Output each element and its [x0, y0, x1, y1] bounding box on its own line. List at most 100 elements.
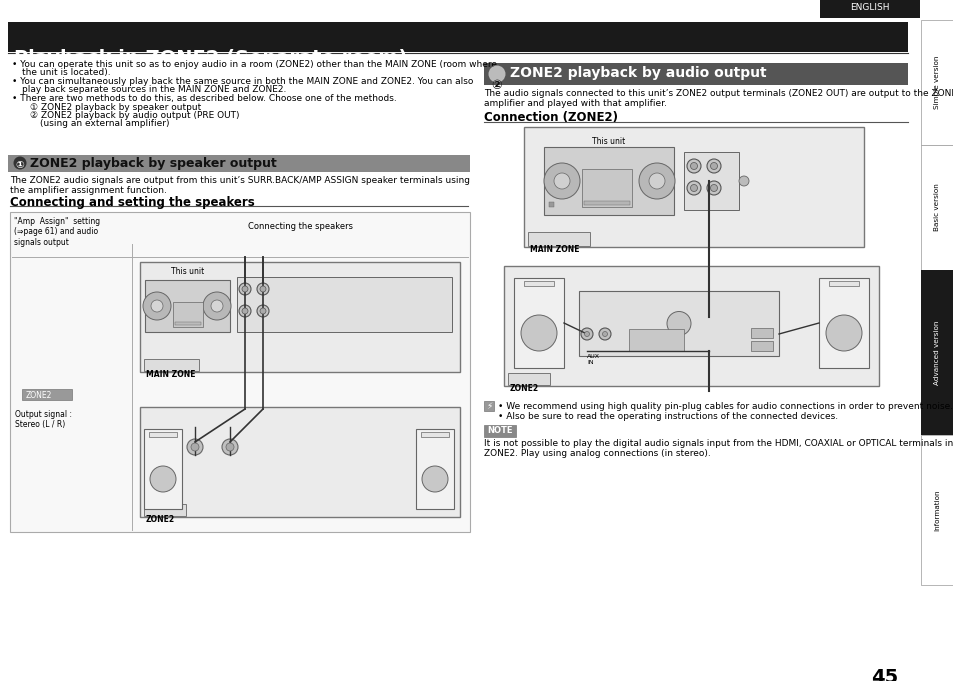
Circle shape	[239, 283, 251, 295]
Bar	[920, 270, 953, 435]
Bar	[820, 0, 919, 18]
Text: Basic version: Basic version	[933, 184, 939, 232]
Bar	[583, 201, 629, 205]
Bar	[174, 322, 201, 325]
Circle shape	[602, 332, 607, 336]
Text: • You can operate this unit so as to enjoy audio in a room (ZONE2) other than th: • You can operate this unit so as to enj…	[12, 60, 497, 69]
Bar	[581, 169, 631, 207]
Circle shape	[203, 292, 231, 320]
Text: ZONE2: ZONE2	[146, 515, 175, 524]
Bar	[144, 504, 186, 516]
Circle shape	[222, 439, 237, 455]
Bar	[683, 152, 739, 210]
Text: This unit: This unit	[592, 137, 625, 146]
Text: ⚡: ⚡	[485, 402, 492, 411]
Circle shape	[584, 332, 589, 336]
Bar	[523, 127, 863, 247]
Text: ①: ①	[15, 160, 25, 170]
Bar	[523, 281, 554, 286]
Text: the unit is located).: the unit is located).	[22, 69, 111, 78]
Bar	[828, 281, 858, 286]
Text: ENGLISH: ENGLISH	[849, 3, 889, 12]
Circle shape	[686, 159, 700, 173]
Circle shape	[580, 328, 593, 340]
Circle shape	[13, 157, 27, 170]
Bar	[144, 429, 182, 509]
Circle shape	[488, 65, 505, 82]
Circle shape	[710, 163, 717, 170]
Text: MAIN ZONE: MAIN ZONE	[146, 370, 195, 379]
Circle shape	[260, 308, 266, 314]
Text: play back separate sources in the MAIN ZONE and ZONE2.: play back separate sources in the MAIN Z…	[22, 86, 286, 95]
Bar	[149, 432, 177, 437]
Circle shape	[191, 443, 199, 451]
Bar	[172, 302, 203, 327]
Bar	[750, 341, 772, 351]
Circle shape	[239, 305, 251, 317]
Bar	[420, 432, 449, 437]
Text: ZONE2 playback by speaker output: ZONE2 playback by speaker output	[30, 157, 276, 170]
Bar	[548, 202, 554, 207]
Bar	[527, 232, 589, 246]
Text: This unit: This unit	[171, 267, 204, 276]
Bar	[22, 389, 71, 400]
Text: • We recommend using high quality pin-plug cables for audio connections in order: • We recommend using high quality pin-pl…	[497, 402, 952, 411]
Text: • You can simultaneously play back the same source in both the MAIN ZONE and ZON: • You can simultaneously play back the s…	[12, 77, 473, 86]
Circle shape	[706, 159, 720, 173]
Text: ②: ②	[491, 79, 502, 92]
Text: Advanced version: Advanced version	[933, 320, 939, 385]
Bar	[818, 278, 868, 368]
Bar	[578, 291, 779, 356]
Bar	[483, 401, 494, 411]
Text: ZONE2: ZONE2	[510, 384, 538, 393]
Circle shape	[554, 173, 569, 189]
Circle shape	[143, 292, 171, 320]
Text: The ZONE2 audio signals are output from this unit’s SURR.BACK/AMP ASSIGN speaker: The ZONE2 audio signals are output from …	[10, 176, 470, 195]
Text: Playback in ZONE2 (Separate room): Playback in ZONE2 (Separate room)	[14, 49, 407, 68]
Circle shape	[543, 163, 579, 199]
Bar	[483, 63, 907, 85]
Circle shape	[666, 311, 690, 336]
Circle shape	[260, 286, 266, 292]
Bar	[144, 359, 199, 371]
Text: Output signal :
Stereo (L / R): Output signal : Stereo (L / R)	[15, 410, 71, 430]
Circle shape	[242, 286, 248, 292]
Bar	[507, 373, 550, 385]
Text: AUX
IN: AUX IN	[586, 354, 599, 365]
Circle shape	[226, 443, 233, 451]
Text: MAIN ZONE: MAIN ZONE	[530, 245, 578, 254]
Circle shape	[825, 315, 862, 351]
Text: The audio signals connected to this unit’s ZONE2 output terminals (ZONE2 OUT) ar: The audio signals connected to this unit…	[483, 89, 953, 108]
Bar	[483, 425, 516, 437]
Text: Connecting and setting the speakers: Connecting and setting the speakers	[10, 196, 254, 209]
Bar	[145, 280, 230, 332]
Circle shape	[211, 300, 223, 312]
Text: ZONE2 playback by audio output: ZONE2 playback by audio output	[510, 66, 766, 80]
Circle shape	[706, 181, 720, 195]
Bar	[416, 429, 454, 509]
Circle shape	[520, 315, 557, 351]
Text: ZONE2: ZONE2	[26, 391, 52, 400]
Bar	[140, 407, 459, 517]
Circle shape	[598, 328, 610, 340]
Bar	[543, 147, 673, 215]
Bar	[503, 266, 878, 386]
Text: Connecting the speakers: Connecting the speakers	[248, 222, 354, 231]
Text: 45: 45	[870, 668, 898, 681]
Circle shape	[710, 185, 717, 191]
Circle shape	[256, 305, 269, 317]
Text: ① ZONE2 playback by speaker output: ① ZONE2 playback by speaker output	[30, 103, 201, 112]
Text: NOTE: NOTE	[487, 426, 512, 435]
Bar	[8, 22, 907, 52]
Bar	[920, 145, 953, 270]
Text: • Also be sure to read the operating instructions of the connected devices.: • Also be sure to read the operating ins…	[497, 412, 838, 421]
Circle shape	[421, 466, 448, 492]
Circle shape	[256, 283, 269, 295]
Bar	[920, 20, 953, 145]
Bar	[920, 435, 953, 585]
Circle shape	[639, 163, 675, 199]
Bar	[750, 328, 772, 338]
Text: (using an external amplifier): (using an external amplifier)	[40, 119, 170, 129]
Text: It is not possible to play the digital audio signals input from the HDMI, COAXIA: It is not possible to play the digital a…	[483, 439, 952, 458]
Circle shape	[648, 173, 664, 189]
